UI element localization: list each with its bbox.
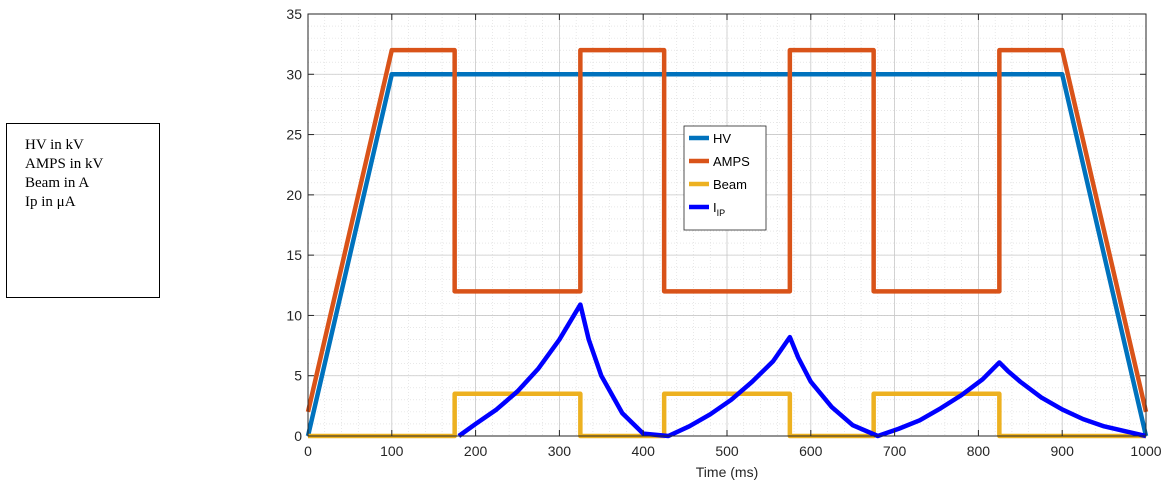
x-tick-label: 100 bbox=[380, 443, 404, 459]
x-tick-label: 800 bbox=[967, 443, 991, 459]
x-tick-label: 500 bbox=[715, 443, 739, 459]
x-tick-label: 1000 bbox=[1130, 443, 1161, 459]
units-note-beam: Beam in A bbox=[25, 175, 90, 191]
series-layer bbox=[305, 47, 1149, 439]
x-axis-title: Time (ms) bbox=[696, 464, 758, 480]
series-line-i-ip bbox=[457, 302, 1147, 439]
legend-box bbox=[683, 125, 767, 231]
x-tick-label: 400 bbox=[632, 443, 656, 459]
series-line-amps bbox=[305, 47, 1149, 413]
legend-label: AMPS bbox=[713, 154, 750, 169]
y-tick-label: 35 bbox=[286, 6, 302, 22]
legend-label: Beam bbox=[713, 177, 747, 192]
y-tick-label: 30 bbox=[286, 66, 302, 82]
y-tick-label: 20 bbox=[286, 187, 302, 203]
x-tick-label: 200 bbox=[464, 443, 488, 459]
x-tick-label: 600 bbox=[799, 443, 823, 459]
y-tick-label: 10 bbox=[286, 307, 302, 323]
legend-label: HV bbox=[713, 131, 731, 146]
tick-marks bbox=[307, 13, 1147, 437]
x-tick-label: 0 bbox=[304, 443, 312, 459]
x-tick-label: 700 bbox=[883, 443, 907, 459]
y-tick-label: 25 bbox=[286, 127, 302, 143]
x-tick-label: 300 bbox=[548, 443, 572, 459]
tick-labels: 0 100 200 300 400 500 600 700 800 900 1000 0 5 10 15 20… bbox=[286, 6, 1161, 459]
units-note-hv: HV in kV bbox=[25, 137, 84, 153]
legend-label-subscript: IP bbox=[717, 208, 726, 218]
y-tick-label: 0 bbox=[294, 428, 302, 444]
units-note-amps: AMPS in kV bbox=[25, 156, 104, 172]
series-line-hv bbox=[305, 72, 1149, 437]
y-tick-label: 15 bbox=[286, 247, 302, 263]
series-line-beam bbox=[308, 391, 1146, 439]
x-tick-label: 900 bbox=[1051, 443, 1075, 459]
y-tick-label: 5 bbox=[294, 368, 302, 384]
units-note-box: HV in kV AMPS in kV Beam in A Ip in μA bbox=[6, 123, 160, 298]
units-note-ip: Ip in μA bbox=[25, 194, 76, 210]
